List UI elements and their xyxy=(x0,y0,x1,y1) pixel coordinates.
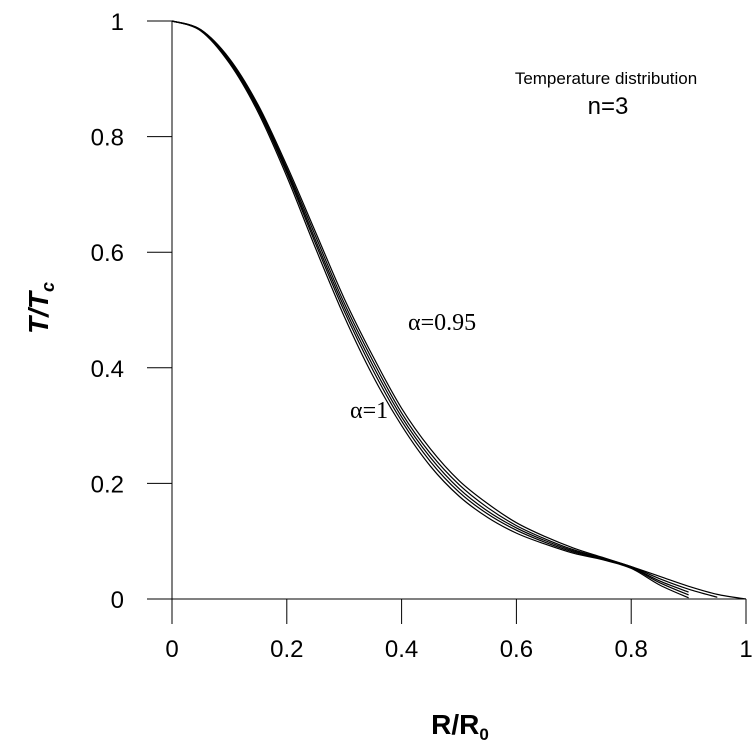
y-tick-label: 0 xyxy=(111,587,124,614)
y-tick-label: 0.6 xyxy=(91,240,124,267)
y-axis-title: T/Tc xyxy=(23,282,58,334)
alpha-low-label: α=1 xyxy=(350,398,388,424)
x-axis-title: R/R0 xyxy=(431,709,489,744)
alpha-high-label: α=0.95 xyxy=(408,310,476,336)
x-tick-label: 0.8 xyxy=(615,636,648,663)
series-group xyxy=(171,20,747,600)
chart-note-n: n=3 xyxy=(588,93,629,120)
y-tick-label: 0.8 xyxy=(91,125,124,152)
axes xyxy=(171,21,746,600)
y-tick-label: 1 xyxy=(111,9,124,36)
x-tick-label: 0.2 xyxy=(270,636,303,663)
chart-note-title: Temperature distribution xyxy=(515,69,697,88)
y-tick-label: 0.2 xyxy=(91,471,124,498)
y-tick-label: 0.4 xyxy=(91,356,124,383)
series-line-1 xyxy=(171,20,747,600)
ticks: 0 0.2 0.4 0.6 0.8 1 0 0.2 0.4 0.6 0.8 1 xyxy=(91,9,753,663)
x-tick-label: 0 xyxy=(165,636,178,663)
x-tick-label: 0.4 xyxy=(385,636,418,663)
x-tick-label: 0.6 xyxy=(500,636,533,663)
x-tick-label: 1 xyxy=(739,636,752,663)
series-line-5 xyxy=(171,20,689,599)
